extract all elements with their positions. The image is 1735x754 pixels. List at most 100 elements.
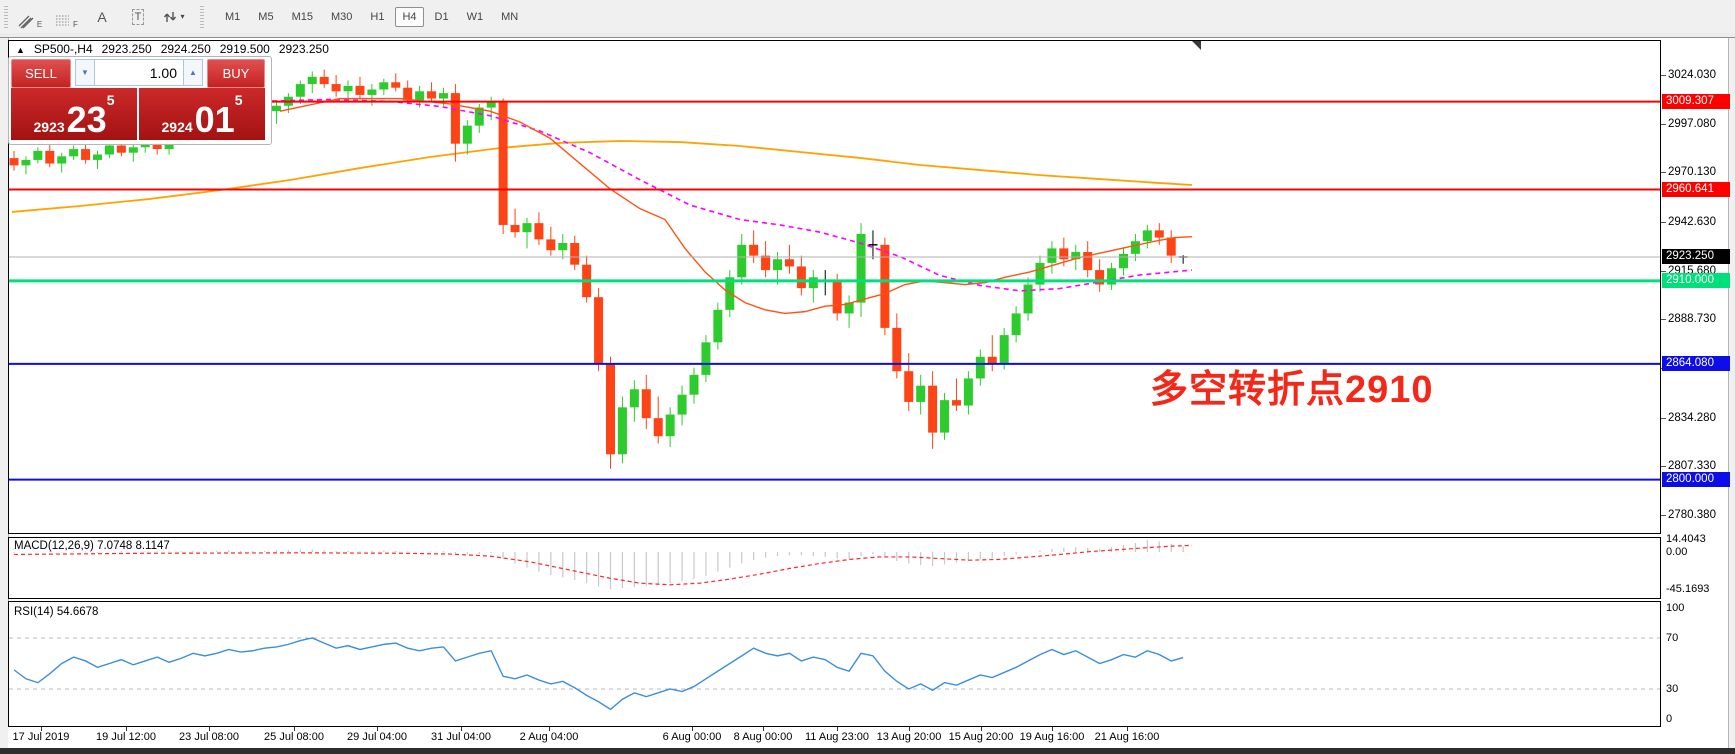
- indicator-tick-label: 30: [1666, 683, 1679, 695]
- time-tick-label: 31 Jul 04:00: [431, 731, 491, 743]
- time-tick-mark: [1052, 727, 1053, 731]
- time-tick-label: 2 Aug 04:00: [519, 731, 579, 743]
- buy-button[interactable]: BUY: [207, 59, 265, 88]
- price-tick-mark: [1661, 75, 1666, 76]
- price-tick-mark: [1661, 123, 1666, 125]
- timeframe-button-w1[interactable]: W1: [466, 10, 484, 23]
- symbol-name: SP500-,H4: [33, 42, 93, 56]
- buy-price-sup: 5: [234, 92, 243, 108]
- time-tick-mark: [461, 727, 462, 731]
- time-tick-mark: [549, 727, 550, 731]
- price-tick-label: 2888.730: [1668, 313, 1716, 326]
- price-level-badge: 2923.250: [1662, 249, 1730, 265]
- price-tick-label: 2780.380: [1668, 509, 1716, 521]
- indicator-tick-label: 0.00: [1666, 546, 1688, 558]
- time-tick-label: 6 Aug 00:00: [662, 731, 722, 743]
- equidistant-channel-icon[interactable]: E: [14, 5, 46, 29]
- indicator-tick-label: 14.4043: [1666, 533, 1706, 545]
- time-tick-mark: [692, 727, 693, 731]
- fibonacci-grid-icon[interactable]: F: [50, 5, 82, 29]
- price-tick-label: 2834.280: [1668, 411, 1716, 424]
- text-box-icon[interactable]: T: [122, 5, 154, 29]
- price-tick-mark: [1661, 270, 1666, 272]
- price-tick-mark: [1661, 172, 1666, 174]
- macd-label: MACD(12,26,9) 7.0748 8.1147: [14, 540, 170, 552]
- indicator-tick-label: -45.1693: [1666, 583, 1710, 595]
- volume-decrease-button[interactable]: ▼: [75, 59, 95, 86]
- macd-panel[interactable]: [8, 537, 1661, 599]
- indicator-tick-label: 0: [1666, 713, 1673, 725]
- time-tick-mark: [209, 727, 210, 731]
- time-tick-mark: [763, 727, 764, 731]
- rsi-label: RSI(14) 54.6678: [14, 606, 99, 618]
- time-tick-label: 19 Aug 16:00: [1019, 731, 1085, 743]
- timeframe-button-m15[interactable]: M15: [291, 10, 313, 23]
- price-level-badge: 2864.080: [1662, 356, 1730, 372]
- time-tick-mark: [41, 727, 42, 731]
- price-tick-mark: [1661, 515, 1666, 516]
- timeframe-button-d1[interactable]: D1: [434, 10, 449, 23]
- arrange-objects-icon[interactable]: ▾: [158, 5, 190, 29]
- timeframe-button-m1[interactable]: M1: [225, 10, 241, 23]
- time-tick-label: 17 Jul 2019: [12, 731, 70, 743]
- time-tick-label: 8 Aug 00:00: [733, 731, 793, 743]
- window-bottom-edge: [0, 748, 1735, 754]
- rsi-panel[interactable]: [8, 601, 1661, 727]
- sell-price-display[interactable]: 2923 23 5: [11, 88, 137, 140]
- timeframe-bar: M1 M5 M15 M30 H1 H4 D1 W1 MN: [216, 6, 527, 27]
- ohlc-low: 2919.500: [219, 42, 270, 56]
- price-tick-mark: [1661, 319, 1666, 321]
- toolbar-grip-2[interactable]: [200, 5, 204, 28]
- ohlc-open: 2923.250: [101, 42, 152, 56]
- time-tick-label: 11 Aug 23:00: [804, 731, 870, 743]
- ohlc-high: 2924.250: [160, 42, 211, 56]
- price-tick-label: 2942.630: [1668, 216, 1716, 228]
- time-tick-mark: [377, 727, 378, 731]
- sell-price-small: 2923: [33, 119, 65, 135]
- price-level-badge: 2800.000: [1662, 472, 1730, 488]
- text-label-glyph: A: [97, 8, 107, 25]
- window-right-edge: [1728, 38, 1735, 754]
- time-tick-label: 25 Jul 08:00: [264, 731, 324, 743]
- price-tick-mark: [1661, 417, 1666, 419]
- timeframe-button-h4[interactable]: H4: [395, 6, 424, 27]
- price-tick-mark: [1661, 222, 1666, 223]
- volume-increase-button[interactable]: ▲: [183, 59, 203, 86]
- timeframe-button-m5[interactable]: M5: [258, 10, 274, 23]
- indicator-tick-label: 100: [1666, 602, 1685, 614]
- window-top-edge: [0, 33, 1735, 38]
- channel-icon-sub: E: [36, 19, 43, 29]
- time-tick-mark: [981, 727, 982, 731]
- toolbar-grip[interactable]: [4, 5, 8, 28]
- collapse-arrow-icon[interactable]: ▲: [16, 45, 25, 55]
- sell-price-big: 23: [66, 99, 107, 140]
- time-tick-mark: [837, 727, 838, 731]
- volume-input[interactable]: [95, 59, 183, 86]
- timeframe-button-m30[interactable]: M30: [330, 10, 353, 23]
- time-tick-mark: [126, 727, 127, 731]
- text-box-glyph: T: [131, 8, 145, 25]
- time-tick-label: 15 Aug 20:00: [948, 731, 1014, 743]
- price-tick-label: 3024.030: [1668, 69, 1716, 81]
- ohlc-close: 2923.250: [278, 42, 329, 56]
- sell-button[interactable]: SELL: [11, 59, 71, 88]
- chart-shift-marker[interactable]: [1192, 41, 1201, 50]
- time-tick-label: 13 Aug 20:00: [876, 731, 942, 743]
- chart-annotation-text: 多空转折点2910: [1150, 369, 1434, 411]
- toolbar: E F A T ▾ M1 M5 M15 M30 H1 H4 D1 W1 MN: [0, 0, 1735, 34]
- time-axis[interactable]: 17 Jul 2019 19 Jul 12:00 23 Jul 08:00 25 Ju…: [8, 727, 1728, 748]
- text-label-icon[interactable]: A: [86, 5, 118, 29]
- one-click-trade-panel: SELL ▼ ▲ BUY 2923 23 5 2924 01 5: [8, 56, 272, 145]
- buy-price-display[interactable]: 2924 01 5: [139, 88, 265, 140]
- grid-icon-sub: F: [73, 19, 78, 29]
- timeframe-button-mn[interactable]: MN: [501, 10, 519, 23]
- timeframe-button-h1[interactable]: H1: [370, 10, 385, 23]
- time-tick-label: 21 Aug 16:00: [1094, 731, 1160, 743]
- time-tick-mark: [294, 727, 295, 731]
- indicator-tick-label: 70: [1666, 632, 1679, 644]
- price-level-badge: 2960.641: [1662, 181, 1730, 197]
- price-level-badge: 2910.000: [1662, 273, 1730, 289]
- time-tick-label: 19 Jul 12:00: [96, 731, 156, 743]
- price-tick-label: 2970.130: [1668, 166, 1716, 179]
